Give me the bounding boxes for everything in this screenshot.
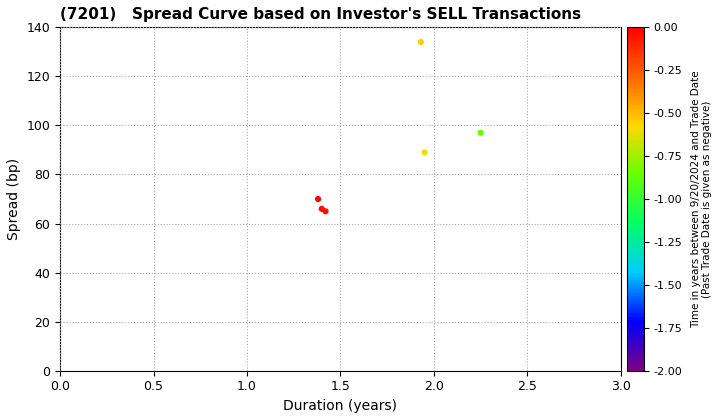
Text: (7201)   Spread Curve based on Investor's SELL Transactions: (7201) Spread Curve based on Investor's … — [60, 7, 581, 22]
X-axis label: Duration (years): Duration (years) — [284, 399, 397, 413]
Point — [312, 196, 324, 202]
Point — [320, 208, 331, 215]
Y-axis label: Spread (bp): Spread (bp) — [7, 158, 21, 240]
Point — [475, 129, 487, 136]
Point — [419, 149, 431, 156]
Y-axis label: Time in years between 9/20/2024 and Trade Date
(Past Trade Date is given as nega: Time in years between 9/20/2024 and Trad… — [690, 70, 712, 328]
Point — [316, 205, 328, 212]
Point — [415, 39, 427, 45]
